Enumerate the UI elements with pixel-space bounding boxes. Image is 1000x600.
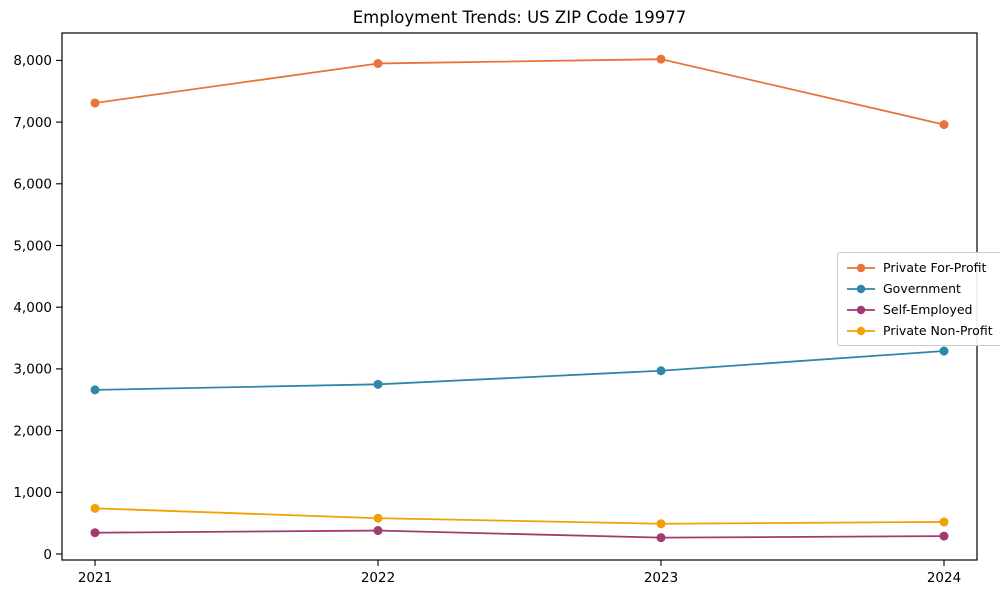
y-tick-label: 2,000 <box>13 423 52 439</box>
legend-item-label: Private Non-Profit <box>883 323 993 338</box>
data-point-government-2022 <box>373 379 383 389</box>
data-point-private-for-profit-2021 <box>90 98 100 108</box>
legend-item: Self-Employed <box>846 302 993 317</box>
y-tick-label: 4,000 <box>13 300 52 316</box>
y-tick-label: 6,000 <box>13 177 52 193</box>
data-point-private-non-profit-2021 <box>90 503 100 513</box>
data-point-self-employed-2022 <box>373 526 383 536</box>
x-tick-label: 2023 <box>644 570 678 586</box>
data-point-private-for-profit-2022 <box>373 58 383 68</box>
data-point-private-non-profit-2023 <box>656 519 666 529</box>
y-tick-label: 5,000 <box>13 238 52 254</box>
series-line-self-employed <box>94 529 945 539</box>
series-line-private-non-profit <box>94 507 945 525</box>
data-point-private-for-profit-2023 <box>656 54 666 64</box>
chart-title: Employment Trends: US ZIP Code 19977 <box>352 8 687 27</box>
legend-item-label: Government <box>883 281 961 296</box>
series-line-private-for-profit <box>94 58 945 126</box>
data-point-self-employed-2021 <box>90 528 100 538</box>
data-point-private-non-profit-2024 <box>939 517 949 527</box>
x-tick-label: 2024 <box>927 570 961 586</box>
data-point-self-employed-2024 <box>939 531 949 541</box>
y-tick-label: 1,000 <box>13 485 52 501</box>
legend-line-marker-icon <box>847 263 875 272</box>
y-tick-label: 8,000 <box>13 53 52 69</box>
data-point-private-for-profit-2024 <box>939 120 949 130</box>
legend-item-label: Private For-Profit <box>883 260 987 275</box>
y-tick-label: 3,000 <box>13 362 52 378</box>
data-point-government-2024 <box>939 346 949 356</box>
chart-legend: Private For-Profit Government Self-Emplo… <box>837 252 1000 346</box>
data-point-self-employed-2023 <box>656 533 666 543</box>
x-tick-label: 2022 <box>361 570 395 586</box>
legend-line-marker-icon <box>847 284 875 293</box>
legend-item-label: Self-Employed <box>883 302 973 317</box>
y-tick-label: 0 <box>43 547 52 563</box>
data-point-private-non-profit-2022 <box>373 513 383 523</box>
legend-line-marker-icon <box>847 326 875 335</box>
series-line-government <box>94 350 945 391</box>
legend-item: Private Non-Profit <box>846 323 993 338</box>
legend-item: Government <box>846 281 993 296</box>
data-point-government-2021 <box>90 385 100 395</box>
legend-line-marker-icon <box>847 305 875 314</box>
x-tick-label: 2021 <box>78 570 112 586</box>
data-point-government-2023 <box>656 366 666 376</box>
y-tick-label: 7,000 <box>13 115 52 131</box>
legend-item: Private For-Profit <box>846 260 993 275</box>
